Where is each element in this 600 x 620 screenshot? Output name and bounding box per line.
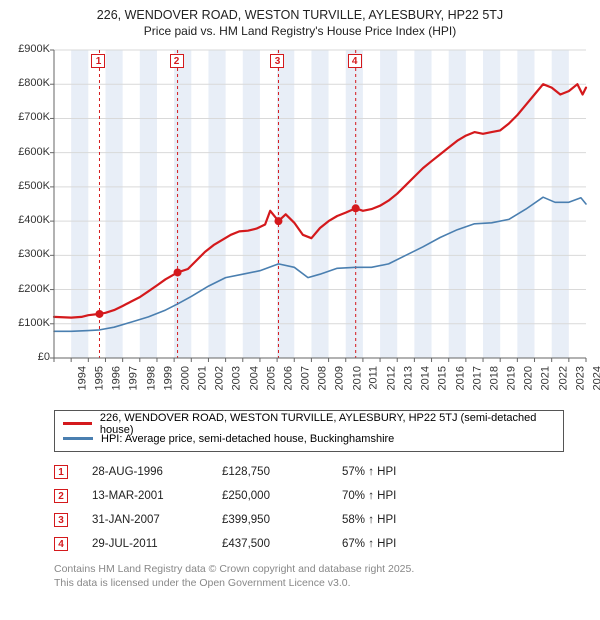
x-axis-label: 2000 — [179, 366, 191, 390]
x-axis-label: 2013 — [403, 366, 415, 390]
event-date: 29-JUL-2011 — [92, 538, 222, 550]
y-axis-label: £800K — [10, 77, 50, 89]
title-block: 226, WENDOVER ROAD, WESTON TURVILLE, AYL… — [10, 8, 590, 38]
y-axis-label: £900K — [10, 43, 50, 55]
x-axis-label: 2009 — [334, 366, 346, 390]
x-axis-label: 2011 — [367, 366, 379, 390]
x-axis-label: 2014 — [420, 366, 432, 390]
x-axis-label: 2021 — [540, 366, 552, 390]
y-axis-label: £500K — [10, 180, 50, 192]
x-axis-label: 2001 — [197, 366, 209, 390]
event-delta: 57% ↑ HPI — [342, 466, 462, 478]
event-price: £128,750 — [222, 466, 342, 478]
x-axis-label: 2007 — [300, 366, 312, 390]
event-marker-box: 3 — [54, 513, 68, 527]
x-axis-label: 2004 — [248, 366, 260, 390]
y-axis-label: £600K — [10, 146, 50, 158]
chart-subtitle: Price paid vs. HM Land Registry's House … — [10, 24, 590, 38]
x-axis-label: 2016 — [454, 366, 466, 390]
legend-swatch — [63, 422, 92, 425]
legend: 226, WENDOVER ROAD, WESTON TURVILLE, AYL… — [54, 410, 564, 452]
event-marker-box: 3 — [270, 54, 284, 68]
x-axis-label: 2012 — [385, 366, 397, 390]
y-axis-label: £700K — [10, 111, 50, 123]
x-axis-label: 2024 — [591, 366, 600, 390]
event-marker-box: 2 — [54, 489, 68, 503]
event-date: 13-MAR-2001 — [92, 490, 222, 502]
x-axis-label: 1995 — [94, 366, 106, 390]
event-delta: 70% ↑ HPI — [342, 490, 462, 502]
events-table: 1 28-AUG-1996£128,75057% ↑ HPI 2 13-MAR-200… — [54, 460, 590, 556]
y-axis-label: £300K — [10, 248, 50, 260]
y-axis-label: £0 — [10, 351, 50, 363]
chart-svg — [10, 44, 590, 404]
y-axis-label: £100K — [10, 317, 50, 329]
x-axis-label: 1999 — [162, 366, 174, 390]
x-axis-label: 2017 — [471, 366, 483, 390]
x-axis-label: 1998 — [145, 366, 157, 390]
legend-label: HPI: Average price, semi-detached house,… — [101, 433, 394, 445]
footer-line: This data is licensed under the Open Gov… — [54, 576, 590, 590]
x-axis-label: 2018 — [488, 366, 500, 390]
x-axis-label: 2002 — [214, 366, 226, 390]
event-price: £437,500 — [222, 538, 342, 550]
x-axis-label: 2006 — [282, 366, 294, 390]
attribution-footer: Contains HM Land Registry data © Crown c… — [54, 562, 590, 590]
x-axis-label: 2019 — [506, 366, 518, 390]
x-axis-label: 2008 — [317, 366, 329, 390]
event-marker-box: 4 — [54, 537, 68, 551]
event-marker-box: 1 — [91, 54, 105, 68]
event-marker-box: 2 — [170, 54, 184, 68]
x-axis-label: 2023 — [574, 366, 586, 390]
event-row: 2 13-MAR-2001£250,00070% ↑ HPI — [54, 484, 590, 508]
legend-swatch — [63, 437, 93, 440]
event-price: £399,950 — [222, 514, 342, 526]
x-axis-label: 2003 — [231, 366, 243, 390]
x-axis-label: 2010 — [351, 366, 363, 390]
x-axis-label: 2020 — [523, 366, 535, 390]
y-axis-label: £400K — [10, 214, 50, 226]
event-marker-box: 1 — [54, 465, 68, 479]
legend-item: 226, WENDOVER ROAD, WESTON TURVILLE, AYL… — [63, 416, 555, 431]
event-delta: 58% ↑ HPI — [342, 514, 462, 526]
line-chart: £0 £100K £200K £300K £400K £500K £600K £700K £80… — [10, 44, 590, 404]
y-axis-label: £200K — [10, 283, 50, 295]
footer-line: Contains HM Land Registry data © Crown c… — [54, 562, 590, 576]
x-axis-label: 1994 — [76, 366, 88, 390]
chart-title: 226, WENDOVER ROAD, WESTON TURVILLE, AYL… — [10, 8, 590, 22]
x-axis-label: 2015 — [437, 366, 449, 390]
event-marker-box: 4 — [348, 54, 362, 68]
event-price: £250,000 — [222, 490, 342, 502]
x-axis-label: 1996 — [111, 366, 123, 390]
figure-container: 226, WENDOVER ROAD, WESTON TURVILLE, AYL… — [0, 0, 600, 598]
event-date: 28-AUG-1996 — [92, 466, 222, 478]
event-row: 1 28-AUG-1996£128,75057% ↑ HPI — [54, 460, 590, 484]
event-date: 31-JAN-2007 — [92, 514, 222, 526]
event-row: 3 31-JAN-2007£399,95058% ↑ HPI — [54, 508, 590, 532]
event-delta: 67% ↑ HPI — [342, 538, 462, 550]
x-axis-label: 1997 — [128, 366, 140, 390]
event-row: 4 29-JUL-2011£437,50067% ↑ HPI — [54, 532, 590, 556]
x-axis-label: 2005 — [265, 366, 277, 390]
x-axis-label: 2022 — [557, 366, 569, 390]
